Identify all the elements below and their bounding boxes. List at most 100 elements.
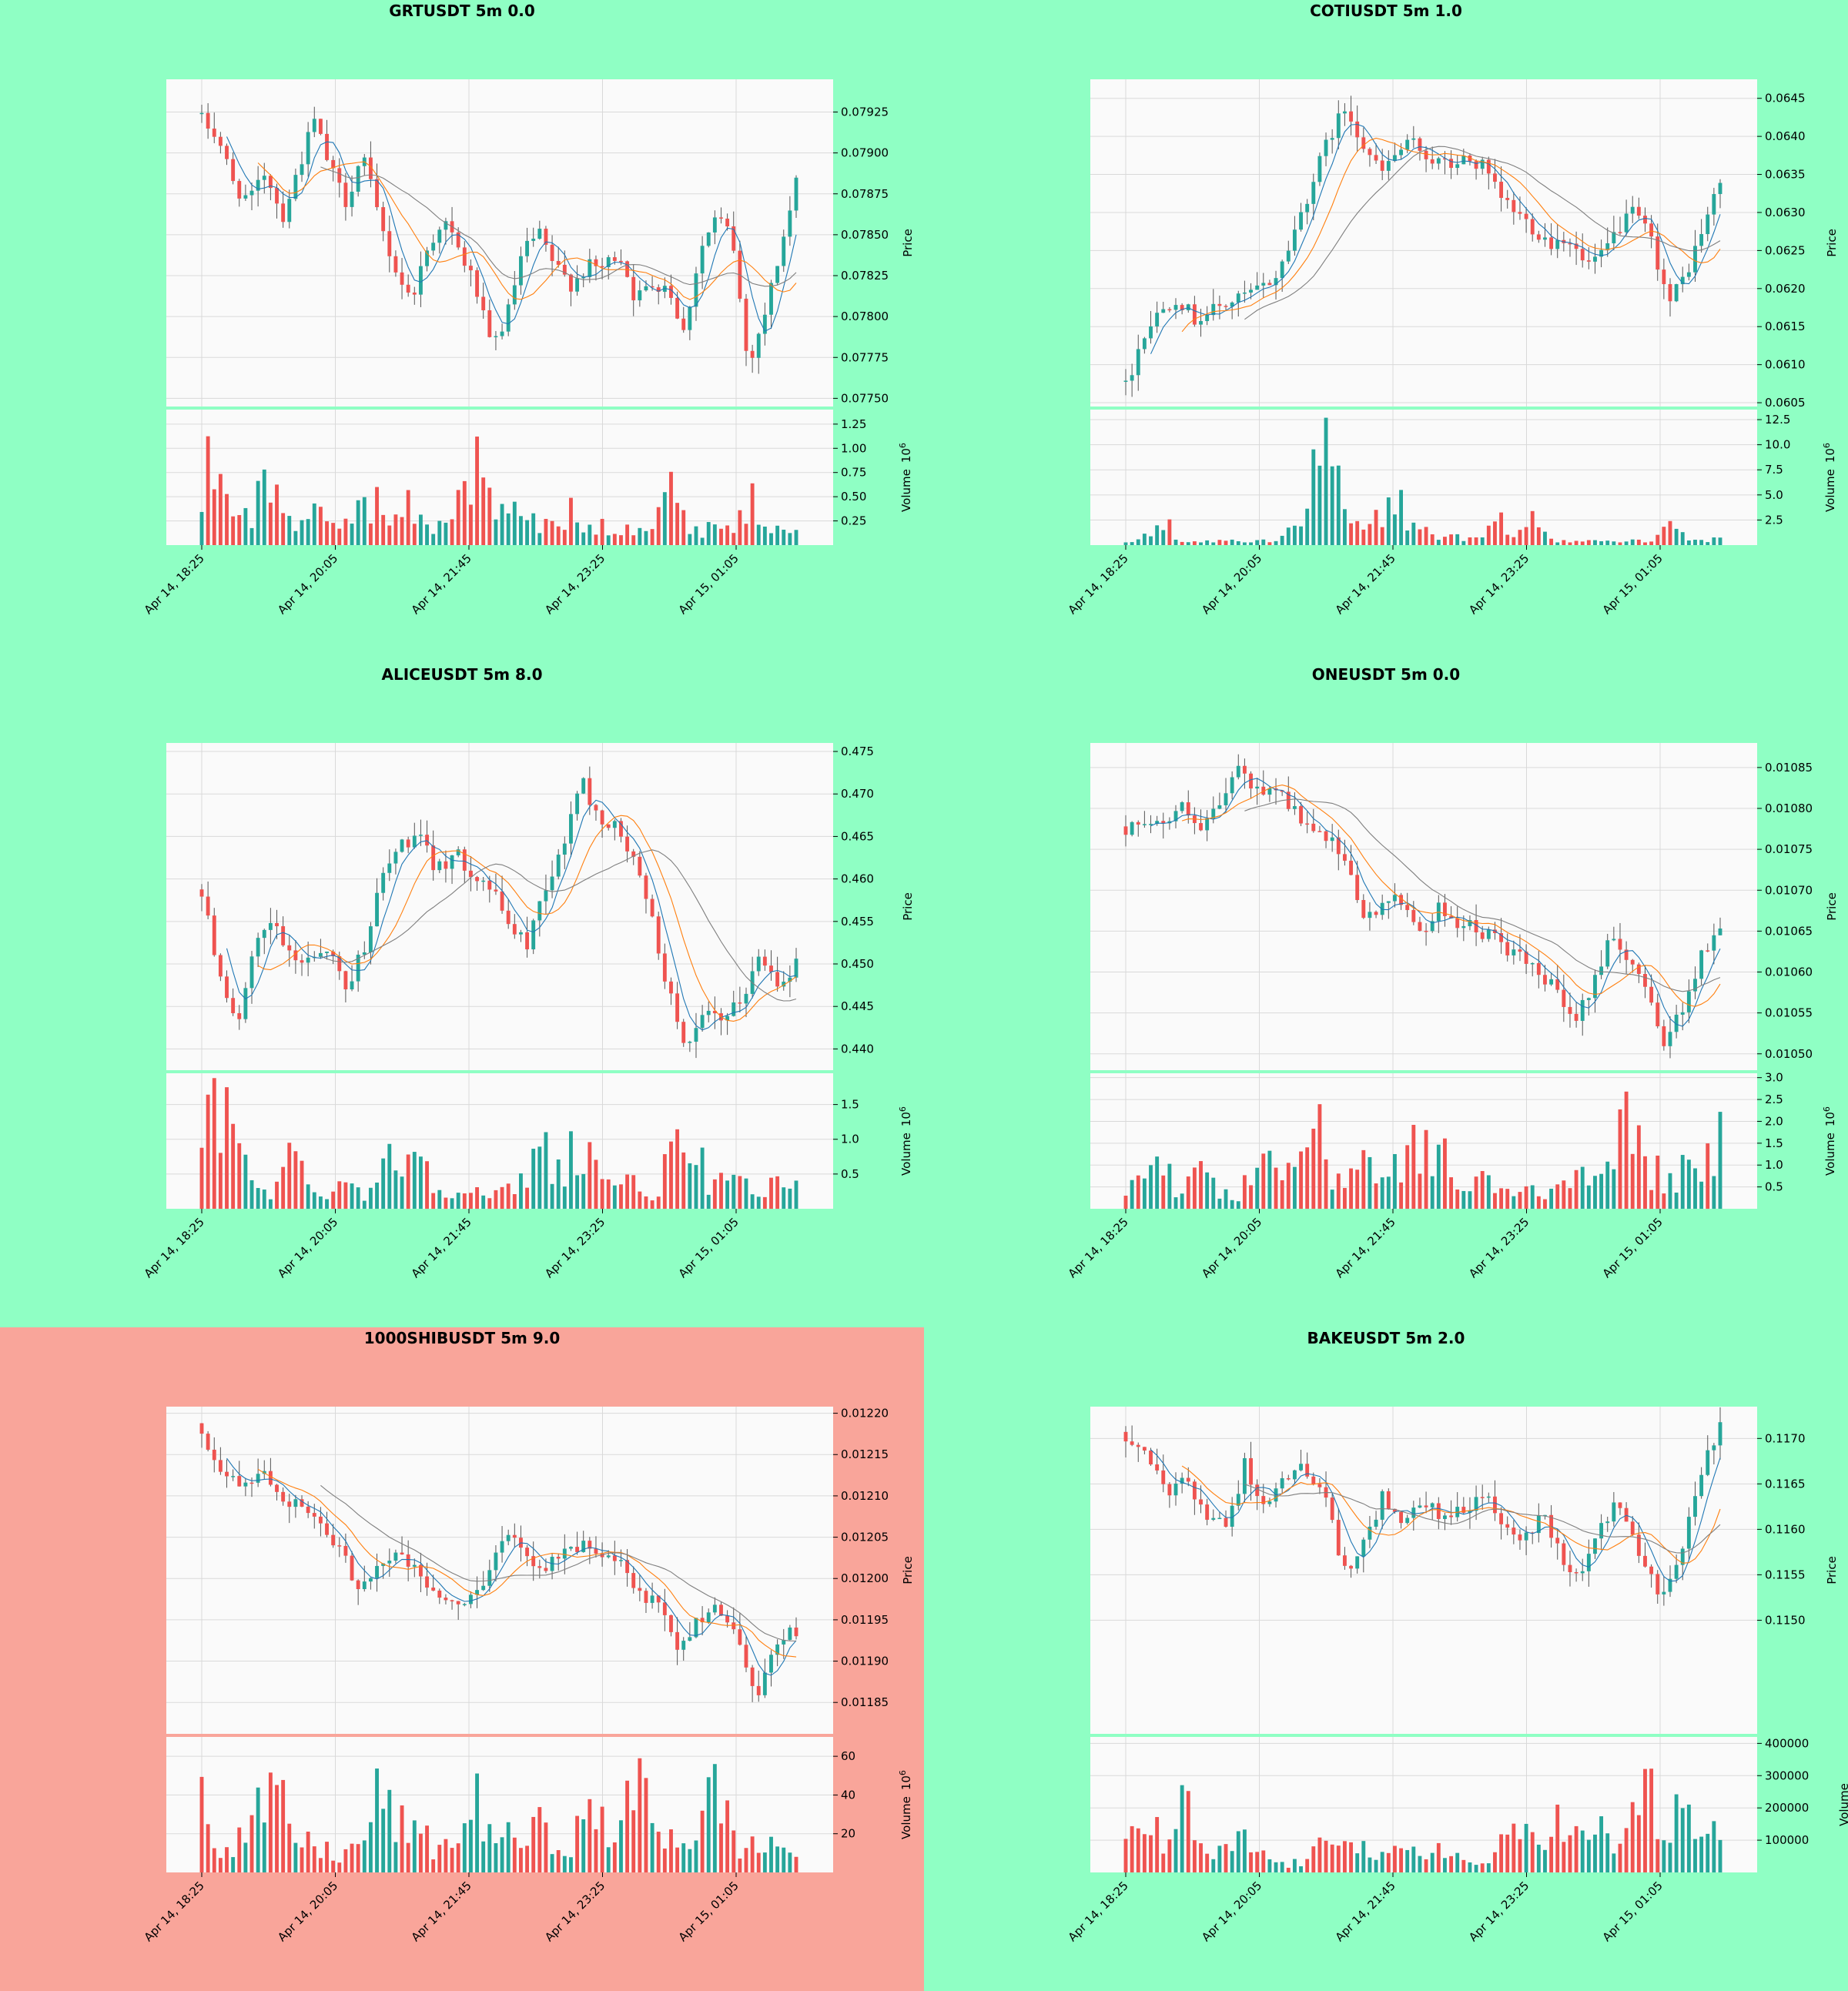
candle-body bbox=[1530, 962, 1535, 965]
candle-body bbox=[437, 861, 442, 871]
price-panel bbox=[1090, 743, 1757, 1070]
volume-bar bbox=[1349, 1842, 1353, 1872]
volume-bar bbox=[456, 1843, 460, 1872]
volume-tick-label: 200000 bbox=[1765, 1801, 1809, 1815]
volume-bar bbox=[287, 1823, 292, 1872]
volume-bar bbox=[1543, 1849, 1547, 1872]
volume-bar bbox=[619, 1184, 623, 1209]
volume-bar bbox=[1706, 1833, 1710, 1872]
candle-body bbox=[1242, 292, 1247, 294]
candle-body bbox=[1405, 1518, 1410, 1524]
candle-body bbox=[544, 890, 548, 902]
candle-body bbox=[500, 331, 504, 336]
moving-average-line bbox=[1181, 1465, 1721, 1564]
volume-bar bbox=[494, 1190, 498, 1209]
volume-bar bbox=[293, 530, 298, 545]
candle-body bbox=[619, 1560, 623, 1561]
candle-body bbox=[638, 290, 642, 301]
candle-body bbox=[487, 310, 492, 337]
volume-bar bbox=[1299, 1866, 1303, 1872]
candle-body bbox=[1656, 1574, 1660, 1594]
volume-bar bbox=[406, 490, 410, 545]
candle-body bbox=[1430, 159, 1435, 164]
volume-bar bbox=[500, 1837, 504, 1872]
volume-bar bbox=[1649, 541, 1654, 545]
volume-bar bbox=[1424, 1859, 1428, 1872]
candle-body bbox=[1211, 1518, 1216, 1520]
candle-body bbox=[712, 1010, 717, 1014]
volume-bar bbox=[1518, 1839, 1522, 1872]
volume-bar bbox=[1543, 1199, 1547, 1209]
candle-body bbox=[606, 257, 611, 267]
volume-bar bbox=[581, 532, 586, 545]
volume-bar bbox=[506, 1822, 511, 1872]
price-tick-label: 0.07900 bbox=[841, 146, 889, 160]
candle-body bbox=[1436, 158, 1441, 164]
volume-bar bbox=[337, 528, 342, 545]
candle-body bbox=[1173, 811, 1178, 821]
candle-body bbox=[268, 176, 273, 189]
candle-body bbox=[287, 945, 292, 951]
price-tick-label: 0.0605 bbox=[1765, 396, 1806, 410]
volume-bar bbox=[425, 1825, 429, 1872]
volume-bar bbox=[1274, 540, 1278, 545]
price-axis-label: Price bbox=[1825, 892, 1839, 921]
volume-bar bbox=[1580, 1166, 1585, 1209]
price-tick-label: 0.01075 bbox=[1765, 842, 1813, 856]
candle-body bbox=[1680, 1548, 1685, 1565]
volume-bar bbox=[1386, 1176, 1391, 1209]
volume-bar bbox=[537, 533, 542, 545]
x-tick-label: Apr 14, 21:45 bbox=[409, 1879, 474, 1944]
volume-bar bbox=[275, 1785, 279, 1872]
volume-bar bbox=[1386, 497, 1391, 545]
volume-bar bbox=[669, 471, 673, 545]
candle-body bbox=[1392, 155, 1397, 162]
candle-body bbox=[756, 956, 761, 972]
volume-bar bbox=[1699, 1181, 1704, 1209]
volume-bar bbox=[1123, 1196, 1128, 1209]
price-tick-label: 0.01195 bbox=[841, 1613, 889, 1627]
candle-body bbox=[400, 272, 404, 285]
candle-body bbox=[1699, 234, 1704, 246]
volume-bar bbox=[1355, 1170, 1360, 1209]
volume-bar bbox=[681, 1152, 686, 1209]
volume-bar bbox=[506, 1183, 511, 1209]
volume-bar bbox=[644, 530, 648, 545]
volume-bar bbox=[406, 1154, 410, 1209]
candle-body bbox=[688, 306, 692, 330]
candle-body bbox=[519, 256, 523, 286]
candle-body bbox=[537, 229, 542, 239]
price-tick-label: 0.07925 bbox=[841, 105, 889, 119]
volume-bar bbox=[362, 1200, 367, 1209]
candle-body bbox=[425, 835, 429, 846]
volume-bar bbox=[612, 1842, 617, 1872]
price-tick-label: 0.475 bbox=[841, 745, 874, 758]
volume-bar bbox=[1368, 1156, 1372, 1209]
volume-bar bbox=[381, 1158, 386, 1209]
volume-bar bbox=[1123, 542, 1128, 545]
candle-body bbox=[343, 182, 348, 207]
candle-body bbox=[1480, 1497, 1485, 1498]
volume-bar bbox=[1443, 537, 1447, 545]
candle-body bbox=[331, 1534, 336, 1546]
volume-bar bbox=[1173, 539, 1178, 545]
volume-tick-label: 2.5 bbox=[1765, 1093, 1783, 1106]
candle-body bbox=[218, 1460, 223, 1472]
volume-bar bbox=[1424, 527, 1428, 545]
volume-bar bbox=[387, 525, 392, 545]
price-tick-label: 0.1160 bbox=[1765, 1522, 1806, 1536]
price-tick-label: 0.01200 bbox=[841, 1571, 889, 1585]
price-axis-label: Price bbox=[1825, 1556, 1839, 1584]
candle-body bbox=[1123, 380, 1128, 382]
candle-body bbox=[437, 1590, 442, 1598]
volume-bar bbox=[243, 507, 248, 545]
volume-bar bbox=[1386, 1852, 1391, 1872]
volume-bar bbox=[275, 484, 279, 545]
volume-bar bbox=[362, 497, 367, 545]
volume-bar bbox=[1455, 1189, 1460, 1209]
volume-bar bbox=[762, 1196, 767, 1209]
candle-body bbox=[1386, 1491, 1391, 1509]
volume-bar bbox=[1699, 1836, 1704, 1872]
volume-tick-label: 400000 bbox=[1765, 1736, 1809, 1750]
candle-body bbox=[1142, 338, 1147, 350]
